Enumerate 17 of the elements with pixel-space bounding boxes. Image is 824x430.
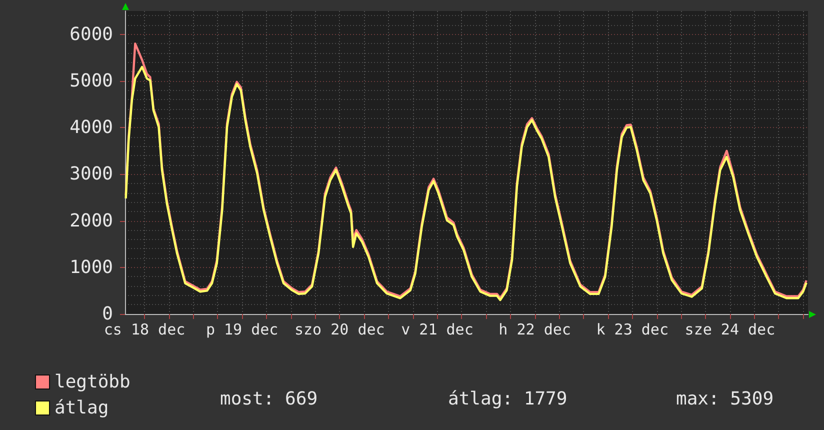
text: most: 669 bbox=[220, 388, 318, 410]
x-tick-label: szo 20 dec bbox=[294, 320, 385, 338]
x-tick-label: sze 24 dec bbox=[684, 320, 776, 338]
x-tick-label: h 22 dec bbox=[498, 320, 571, 338]
legend-label: átlag bbox=[54, 398, 109, 418]
legend-label: legtöbb bbox=[54, 372, 130, 392]
x-tick-label: k 23 dec bbox=[596, 320, 668, 338]
y-tick-label: 5000 bbox=[70, 70, 113, 92]
x-tick-label: p 19 dec bbox=[206, 320, 278, 338]
text: átlag: 1779 bbox=[448, 388, 568, 410]
y-tick-label: 3000 bbox=[70, 164, 113, 185]
x-tick-label: v 21 dec bbox=[401, 320, 474, 338]
y-tick-label: 6000 bbox=[70, 24, 113, 45]
y-tick-label: 4000 bbox=[70, 117, 113, 138]
text: max: 5309 bbox=[676, 388, 774, 410]
y-tick-label: 2000 bbox=[70, 210, 113, 232]
y-tick-label: 1000 bbox=[70, 256, 113, 278]
